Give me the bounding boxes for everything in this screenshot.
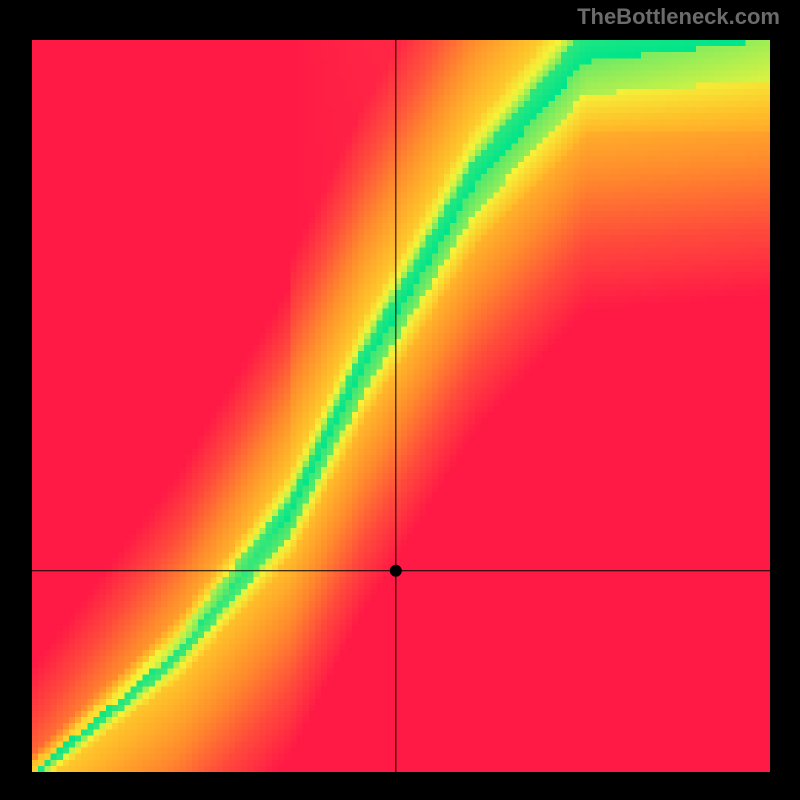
chart-container: TheBottleneck.com: [0, 0, 800, 800]
bottleneck-heatmap: [32, 40, 770, 772]
watermark-text: TheBottleneck.com: [577, 4, 780, 30]
